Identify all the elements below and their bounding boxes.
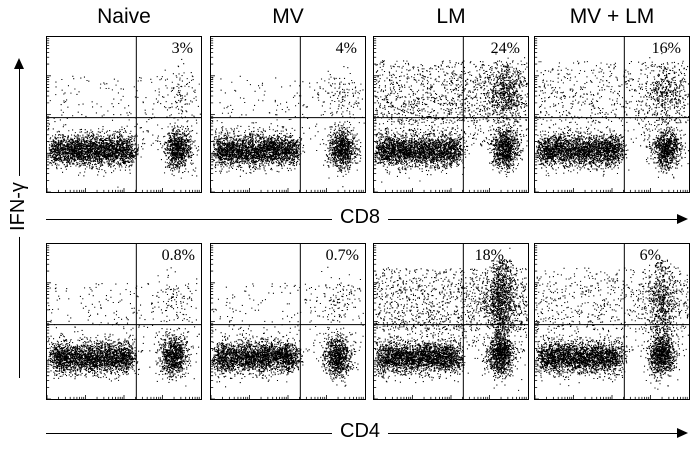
x-axis-label-cd4: CD4 xyxy=(332,420,389,443)
dot-plot xyxy=(211,37,365,192)
axis-ticks xyxy=(47,38,200,192)
panel-cd4-mv: 0.7% xyxy=(210,243,366,400)
panel-cd8-mv: 4% xyxy=(210,36,366,193)
data-points xyxy=(48,267,200,387)
axis-ticks xyxy=(374,38,527,192)
quadrant-percentage: 18% xyxy=(474,247,504,264)
dot-plot xyxy=(535,37,689,192)
data-points xyxy=(375,51,528,183)
data-points xyxy=(212,66,365,188)
column-title-naive: Naive xyxy=(97,5,151,28)
data-points xyxy=(48,58,201,188)
data-points xyxy=(535,259,689,390)
dot-plot xyxy=(374,37,528,192)
column-title-mv: MV xyxy=(272,5,304,28)
column-title-lm: LM xyxy=(436,5,466,28)
data-points xyxy=(211,266,364,388)
y-axis-label: IFN-γ xyxy=(6,176,30,237)
data-points xyxy=(375,247,528,391)
quadrant-percentage: 24% xyxy=(490,40,520,57)
panel-cd4-mv-lm: 6% xyxy=(534,243,690,400)
axis-ticks xyxy=(535,245,688,399)
dot-plot xyxy=(535,244,689,399)
panel-cd8-mv-lm: 16% xyxy=(534,36,690,193)
quadrant-percentage: 0.8% xyxy=(161,247,195,264)
x-axis-label-cd8: CD8 xyxy=(332,206,389,229)
panel-cd8-naive: 3% xyxy=(46,36,202,193)
data-points xyxy=(536,48,689,179)
quadrant-percentage: 0.7% xyxy=(325,247,359,264)
axis-ticks xyxy=(374,245,527,399)
dot-plot xyxy=(374,244,528,399)
panel-cd8-lm: 24% xyxy=(373,36,529,193)
panel-cd4-naive: 0.8% xyxy=(46,243,202,400)
quadrant-percentage: 4% xyxy=(335,40,357,57)
dot-plot xyxy=(47,37,201,192)
panel-cd4-lm: 18% xyxy=(373,243,529,400)
dot-plot xyxy=(47,244,201,399)
axis-ticks xyxy=(211,245,364,399)
quadrant-percentage: 16% xyxy=(651,40,681,57)
quadrant-percentage: 6% xyxy=(639,247,661,264)
dot-plot xyxy=(211,244,365,399)
axis-ticks xyxy=(211,38,364,192)
column-title-mv-lm: MV + LM xyxy=(569,5,655,28)
axis-ticks xyxy=(47,245,200,399)
axis-ticks xyxy=(535,38,688,192)
quadrant-percentage: 3% xyxy=(171,40,193,57)
